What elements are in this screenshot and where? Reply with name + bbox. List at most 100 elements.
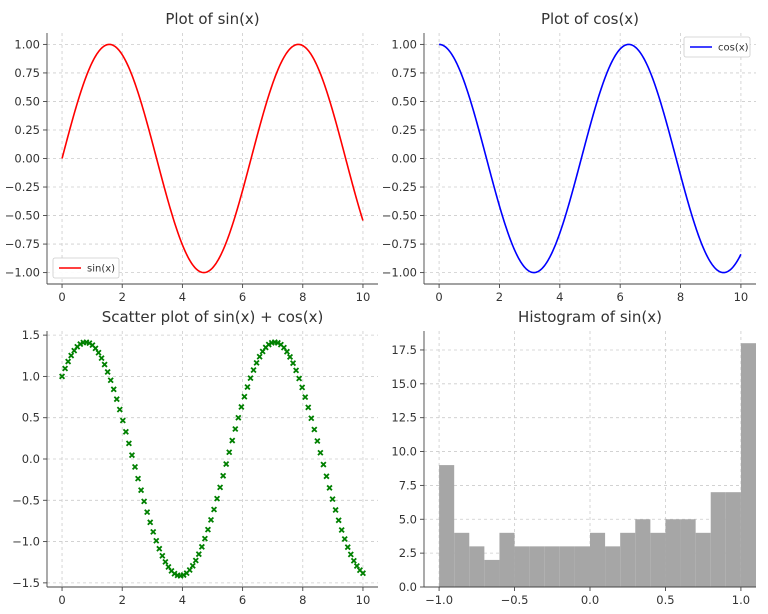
scatter-point (293, 367, 300, 374)
scatter-point (323, 473, 330, 480)
y-tick-label: −1.00 (5, 266, 40, 280)
y-tick-label: −0.75 (382, 237, 417, 251)
x-tick-label: 2 (119, 290, 126, 304)
histogram-bar (635, 519, 651, 587)
x-tick-label: 6 (239, 290, 246, 304)
histogram-bar (695, 532, 711, 587)
x-tick-label: 0.0 (581, 593, 599, 607)
histogram-bar (710, 492, 726, 587)
chart-panel-3: 0 2 4 6 8 10 −1.5 −1.0 −0.5 0.0 0.5 1.0 1.5 Scatter p… (12, 308, 378, 607)
y-tick-label: −1.5 (12, 576, 40, 590)
y-tick-label: 1.0 (22, 369, 40, 383)
scatter-point (214, 495, 221, 502)
y-tick-label: 1.00 (14, 37, 40, 51)
x-tick-label: 0 (435, 290, 442, 304)
y-tick-label: 0.0 (399, 580, 417, 594)
scatter-point (138, 487, 145, 494)
y-tick-label: 0.25 (391, 123, 417, 137)
scatter-point (153, 537, 160, 544)
scatter-point (229, 437, 236, 444)
scatter-point (195, 551, 202, 558)
legend-label: sin(x) (87, 264, 115, 275)
x-tick-label: 8 (677, 290, 684, 304)
scatter-point (332, 506, 339, 513)
scatter-point (238, 403, 245, 411)
scatter-point (344, 544, 351, 551)
legend: sin(x) (52, 257, 120, 279)
histogram-bar (590, 532, 606, 587)
x-tick-label: 10 (356, 290, 371, 304)
scatter-point (101, 361, 108, 368)
x-tick-label: 4 (179, 290, 186, 304)
x-tick-label: 10 (356, 593, 371, 607)
histogram-bar (499, 532, 515, 587)
scatter-point (147, 519, 154, 526)
scatter-point (335, 517, 342, 524)
scatter-point (347, 551, 354, 558)
histogram-bar (559, 546, 575, 587)
legend: cos(x) (683, 36, 751, 58)
scatter-point (210, 506, 218, 513)
scatter-point (286, 353, 294, 360)
x-tick-label: 4 (556, 290, 563, 304)
y-tick-label: 0.25 (14, 123, 40, 137)
scatter-point (256, 353, 263, 360)
scatter-point (250, 367, 257, 374)
chart-title: Scatter plot of sin(x) + cos(x) (102, 308, 324, 326)
series-line (439, 43, 742, 274)
scatter-point (308, 415, 315, 422)
histogram-bar (650, 532, 666, 587)
scatter-point (217, 484, 224, 491)
scatter-point (189, 562, 196, 569)
x-tick-label: 0 (58, 593, 65, 607)
scatter-point (253, 359, 260, 366)
scatter-point (65, 358, 72, 365)
x-tick-label: 6 (239, 593, 246, 607)
scatter-point (265, 341, 272, 348)
x-tick-label: 2 (496, 290, 503, 304)
scatter-point (150, 528, 157, 535)
y-tick-label: −1.00 (382, 266, 417, 280)
histogram-bar (665, 519, 681, 587)
scatter-point (317, 449, 324, 456)
x-tick-label: −0.5 (501, 593, 529, 607)
x-tick-label: 1.0 (732, 593, 750, 607)
histogram-bar (680, 519, 696, 587)
scatter-point (302, 394, 309, 401)
scatter-point (125, 440, 132, 447)
x-tick-label: 4 (179, 593, 186, 607)
scatter-point (320, 461, 327, 468)
y-tick-label: 0.50 (14, 94, 40, 108)
x-tick-label: 0.5 (656, 593, 674, 607)
chart-panel-1: 0 2 4 6 8 10 −1.00 −0.75 −0.50 −0.25 0.00 0.25 0.50 0… (5, 10, 378, 304)
y-tick-label: 0.50 (391, 94, 417, 108)
scatter-point (192, 557, 199, 564)
scatter-point (311, 426, 318, 433)
x-tick-label: 10 (734, 290, 749, 304)
y-tick-label: 0.00 (391, 152, 417, 166)
chart-title: Plot of sin(x) (165, 10, 259, 28)
x-tick-label: 0 (58, 290, 65, 304)
histogram-bar (484, 559, 500, 587)
y-tick-label: 1.5 (22, 328, 40, 342)
x-tick-label: 8 (299, 290, 306, 304)
scatter-point (131, 463, 139, 470)
scatter-point (305, 404, 312, 411)
chart-title: Plot of cos(x) (541, 10, 639, 28)
scatter-point (128, 452, 135, 459)
y-tick-label: 1.00 (391, 37, 417, 51)
scatter-point (359, 570, 366, 577)
scatter-point (156, 545, 163, 552)
histogram-bar (454, 532, 470, 587)
scatter-point (107, 377, 114, 384)
scatter-point (350, 557, 357, 564)
scatter-point (116, 406, 123, 413)
scatter-point (326, 484, 333, 491)
scatter-point (119, 417, 126, 424)
scatter-point (59, 373, 66, 380)
histogram-bar (469, 546, 485, 587)
scatter-point (204, 526, 211, 533)
x-tick-label: −1.0 (425, 593, 453, 607)
histogram-bar (725, 492, 741, 587)
chart-panel-2: 0 2 4 6 8 10 −1.00 −0.75 −0.50 −0.25 0.00 0.25 0.50 0… (382, 10, 756, 304)
